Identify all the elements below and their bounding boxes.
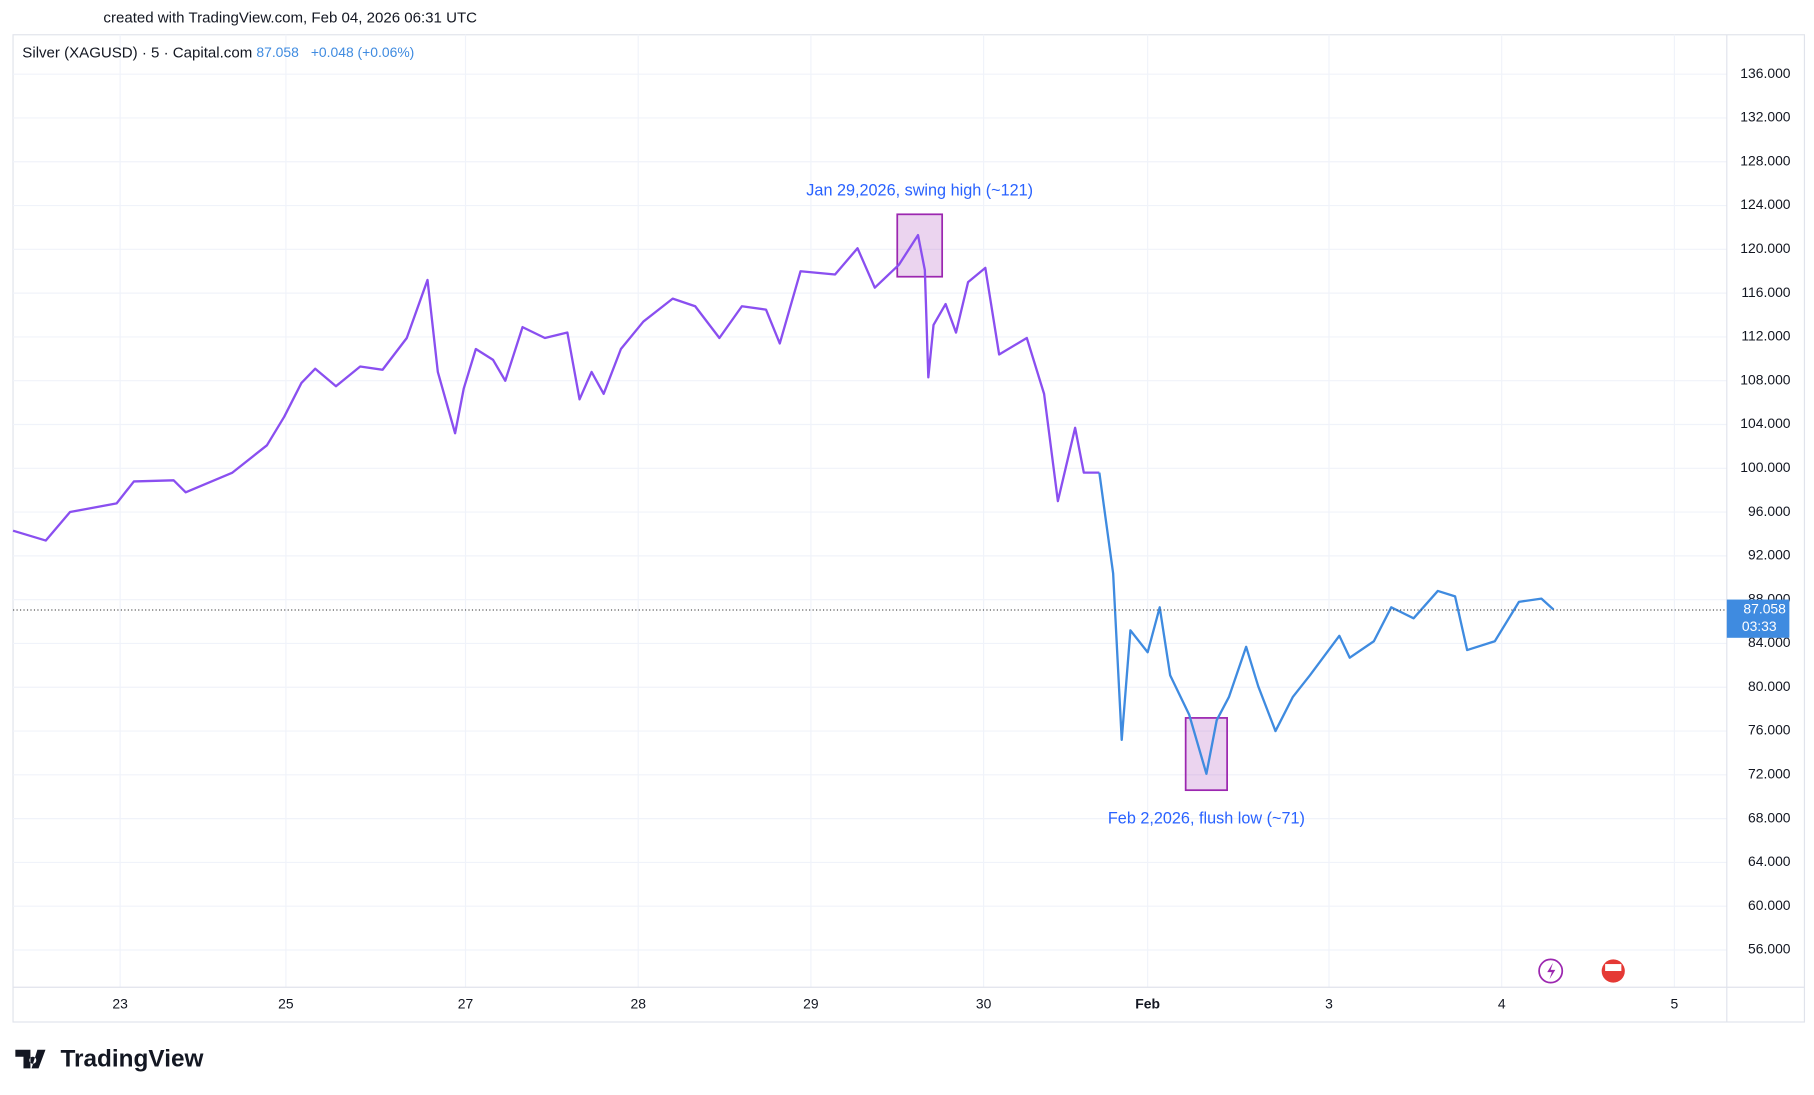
y-tick-label: 60.000: [1748, 897, 1791, 913]
y-tick-label: 120.000: [1740, 240, 1790, 256]
price-line: [12, 233, 1100, 542]
brand: TradingView: [15, 1046, 203, 1073]
frame: [12, 34, 1806, 1023]
y-tick-label: 96.000: [1748, 503, 1791, 519]
y-tick-label: 56.000: [1748, 941, 1791, 957]
annotation: Feb 2,2026, flush low (~71): [1108, 809, 1305, 827]
y-tick-label: 92.000: [1748, 547, 1791, 563]
y-tick-label: 80.000: [1748, 678, 1791, 694]
x-tick-label: 25: [278, 995, 294, 1011]
x-tick-label: 23: [112, 995, 128, 1011]
y-tick-label: 68.000: [1748, 809, 1791, 825]
y-tick-label: 128.000: [1740, 152, 1790, 168]
y-tick-label: 72.000: [1748, 766, 1791, 782]
x-tick-label: 5: [1671, 995, 1679, 1011]
y-tick-label: 100.000: [1740, 459, 1790, 475]
x-tick-label: 30: [976, 995, 992, 1011]
y-tick-label: 124.000: [1740, 196, 1790, 212]
x-tick-label: 28: [630, 995, 646, 1011]
icons: [1538, 958, 1625, 984]
y-tick-label: 112.000: [1741, 328, 1790, 344]
x-tick-label: 3: [1325, 995, 1333, 1011]
x-tick-label: Feb: [1135, 995, 1160, 1011]
y-tick-label: 132.000: [1740, 109, 1790, 125]
price-line: [1098, 472, 1555, 775]
y-tick-label: 116.000: [1741, 284, 1790, 300]
header-price: 87.058: [256, 44, 299, 60]
brand-name: TradingView: [61, 1046, 204, 1073]
y-tick-label: 136.000: [1740, 65, 1790, 81]
x-tick-label: 29: [803, 995, 819, 1011]
highlight-box: [1184, 717, 1228, 792]
grid: [13, 34, 1805, 1023]
y-tick-label: 76.000: [1748, 722, 1791, 738]
y-tick-label: 84.000: [1748, 634, 1791, 650]
plot: [12, 213, 1727, 792]
last-price-tag: [1726, 599, 1790, 638]
countdown: 03:33: [1742, 618, 1777, 634]
credit: created with TradingView.com, Feb 04, 20…: [103, 10, 477, 27]
y-tick-label: 108.000: [1740, 371, 1790, 387]
y-tick-label: 64.000: [1748, 853, 1791, 869]
annotation: Jan 29,2026, swing high (~121): [806, 181, 1033, 199]
symbol: Silver (XAGUSD) · 5 · Capital.com: [22, 44, 252, 61]
header-change: +0.048 (+0.06%): [311, 44, 414, 60]
x-tick-label: 27: [458, 995, 474, 1011]
x-tick-label: 4: [1498, 995, 1506, 1011]
last-price-label: 87.058: [1743, 601, 1786, 617]
y-tick-label: 104.000: [1740, 415, 1790, 431]
